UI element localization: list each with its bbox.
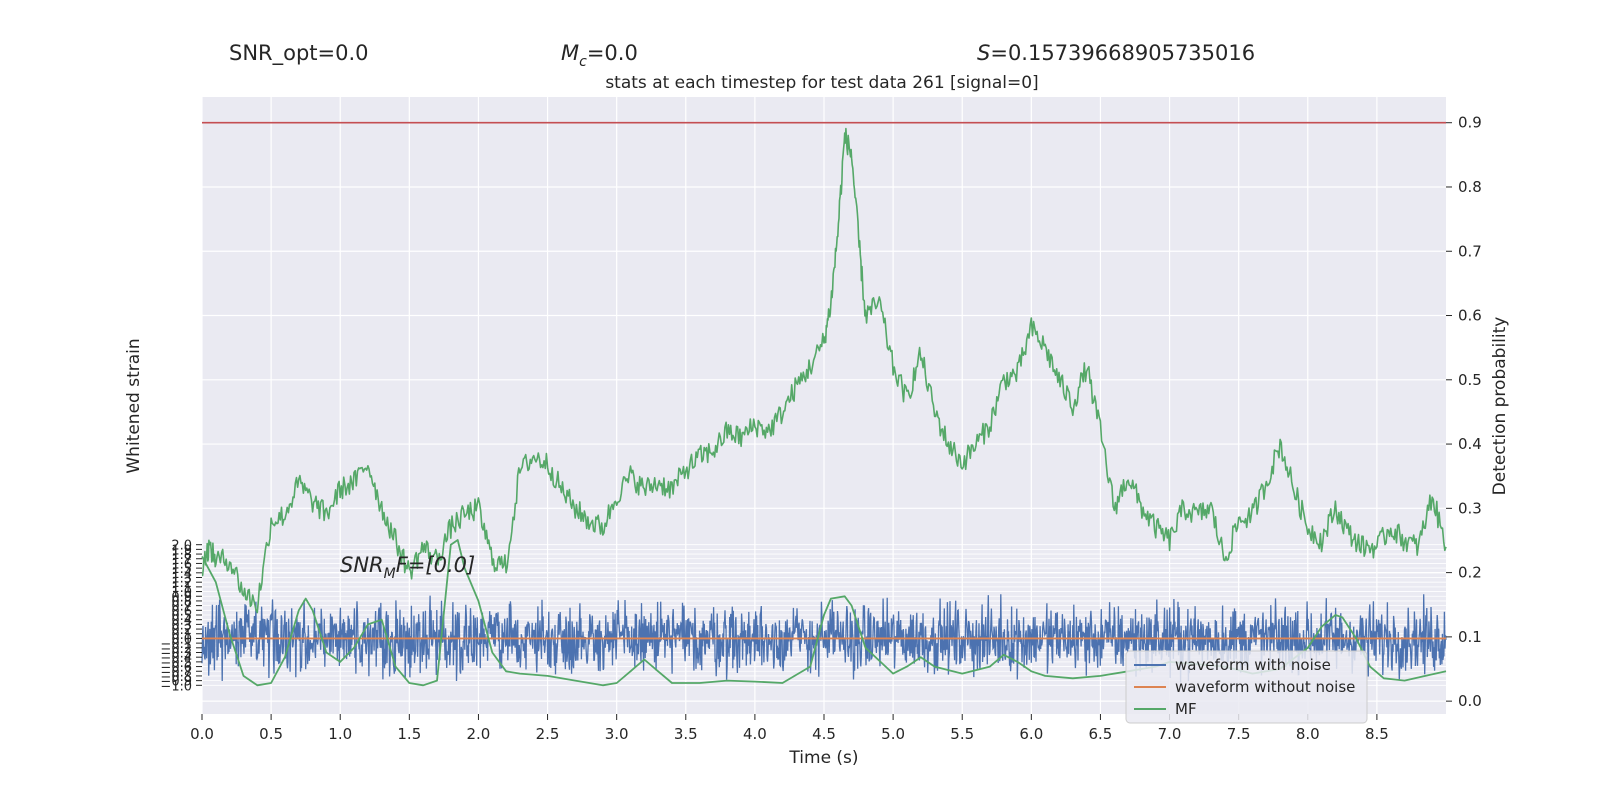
x-tick-label: 2.0	[467, 725, 491, 743]
left-tick-label: −1.0	[160, 679, 192, 694]
left-tick-label: −0.4	[160, 651, 192, 666]
right-tick-label: 0.1	[1458, 628, 1482, 646]
score-symbol: S	[977, 41, 990, 65]
right-tick-label: 0.2	[1458, 564, 1482, 582]
x-tick-label: 0.0	[190, 725, 214, 743]
snr-opt-label: SNR_opt=0.0	[229, 41, 369, 66]
x-tick-label: 3.5	[674, 725, 698, 743]
legend-label-clean: waveform without noise	[1175, 678, 1355, 696]
x-tick-label: 1.5	[397, 725, 421, 743]
right-tick-label: 0.0	[1458, 692, 1482, 710]
score-label: S=0.15739668905735016	[977, 41, 1255, 65]
left-tick-label: 1.6	[171, 557, 192, 572]
left-tick-label: 2.0	[171, 539, 192, 554]
x-tick-label: 5.0	[881, 725, 905, 743]
x-tick-label: 3.0	[605, 725, 629, 743]
right-tick-label: 0.4	[1458, 435, 1482, 453]
left-tick-label: 0.6	[171, 604, 192, 619]
left-tick-label: 0.4	[171, 614, 192, 629]
snr-mf-main: SNR	[340, 553, 384, 577]
left-tick-label: 0.0	[171, 632, 192, 647]
left-tick-label: −0.9	[160, 675, 192, 690]
left-tick-label: 1.7	[171, 553, 192, 568]
x-tick-label: 2.5	[536, 725, 560, 743]
left-tick-label: −0.8	[160, 670, 192, 685]
left-tick-label: −0.2	[160, 642, 192, 657]
left-tick-label: 1.3	[171, 572, 192, 587]
x-tick-label: 6.5	[1089, 725, 1113, 743]
series-waveform-with-noise	[201, 594, 1447, 683]
snr-mf-rest: F=[0.0]	[396, 553, 475, 577]
x-tick-label: 6.0	[1019, 725, 1043, 743]
x-tick-label: 7.5	[1227, 725, 1251, 743]
x-axis-label: Time (s)	[788, 748, 858, 768]
left-tick-label: 1.1	[171, 581, 192, 596]
right-tick-label: 0.8	[1458, 178, 1482, 196]
x-tick-label: 8.0	[1296, 725, 1320, 743]
chirp-mass-label: Mc=0.0	[561, 41, 638, 70]
right-axis-ticks: 0.0 0.1 0.2 0.3 0.4 0.5 0.6 0.7 0.8 0.9	[1446, 114, 1482, 710]
left-tick-label: 1.8	[171, 548, 192, 563]
right-tick-label: 0.5	[1458, 371, 1482, 389]
x-axis-ticks: 0.0 0.5 1.0 1.5 2.0 2.5 3.0 3.5 4.0 4.5 5.0 5.5 6.0 6…	[190, 714, 1389, 743]
left-tick-label: 1.2	[171, 576, 192, 591]
left-tick-label: −0.6	[160, 661, 192, 676]
left-tick-label: 0.5	[171, 609, 192, 624]
left-tick-label: 0.7	[171, 600, 192, 615]
chirp-mass-symbol: M	[561, 41, 579, 65]
legend-label-noisy: waveform with noise	[1175, 656, 1331, 674]
x-tick-label: 5.5	[950, 725, 974, 743]
chart-title: stats at each timestep for test data 261…	[605, 73, 1038, 93]
left-axis-label: Whitened strain	[124, 338, 144, 473]
x-tick-label: 1.0	[328, 725, 352, 743]
left-tick-label: −0.5	[160, 656, 192, 671]
left-tick-label: 0.3	[171, 618, 192, 633]
left-tick-label: −0.1	[160, 637, 192, 652]
left-tick-label: 0.9	[171, 590, 192, 605]
legend-box	[1125, 650, 1368, 724]
x-tick-label: 7.0	[1158, 725, 1182, 743]
x-tick-label: 0.5	[259, 725, 283, 743]
left-axis-ticks: −1.0−0.9−0.8−0.7−0.6−0.5−0.4−0.3−0.2−0.1…	[160, 539, 202, 694]
left-tick-label: 0.8	[171, 595, 192, 610]
x-tick-label: 8.5	[1365, 725, 1389, 743]
left-tick-label: −0.7	[160, 665, 192, 680]
left-tick-label: −0.3	[160, 647, 192, 662]
x-tick-label: 4.0	[743, 725, 767, 743]
chirp-mass-subscript: c	[579, 54, 587, 70]
chirp-mass-value: =0.0	[587, 41, 638, 65]
legend: waveform with noise waveform without noi…	[1125, 650, 1368, 724]
left-tick-label: 0.1	[171, 628, 192, 643]
right-axis-label: Detection probability	[1490, 317, 1510, 496]
left-tick-label: 1.5	[171, 562, 192, 577]
score-value: =0.15739668905735016	[990, 41, 1255, 65]
right-tick-label: 0.7	[1458, 242, 1482, 260]
snr-mf-sub: M	[384, 566, 396, 582]
right-tick-label: 0.6	[1458, 307, 1482, 325]
right-tick-label: 0.9	[1458, 114, 1482, 132]
legend-label-mf: MF	[1175, 700, 1197, 718]
left-tick-label: 1.9	[171, 543, 192, 558]
left-tick-label: 1.4	[171, 567, 192, 582]
left-tick-label: 1.0	[171, 586, 192, 601]
left-tick-label: 0.2	[171, 623, 192, 638]
series-detection-probability	[201, 127, 1447, 614]
right-tick-label: 0.3	[1458, 499, 1482, 517]
x-tick-label: 4.5	[812, 725, 836, 743]
snr-mf-annotation: SNRMF=[0.0]	[340, 553, 475, 582]
